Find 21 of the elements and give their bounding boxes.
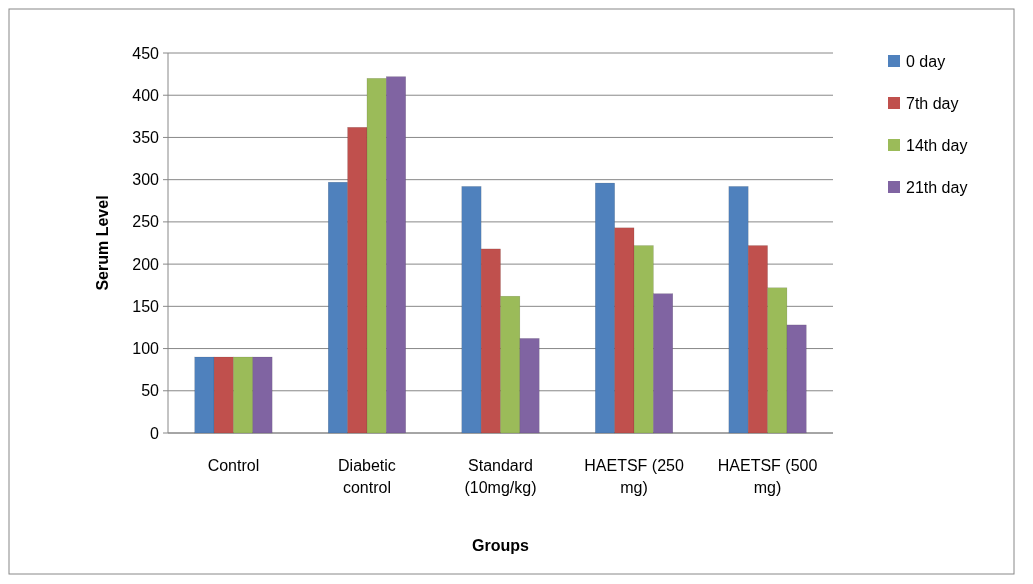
legend-label: 21th day (906, 178, 968, 196)
y-tick-label: 100 (132, 340, 160, 358)
x-tick-label: Standard (10mg/kg) (464, 457, 537, 496)
y-tick-label: 300 (132, 171, 160, 189)
y-tick-label: 450 (132, 44, 160, 62)
x-tick-label: HAETSF (500 mg) (717, 457, 818, 496)
legend-label: 7th day (906, 94, 959, 112)
legend-label: 0 day (906, 52, 946, 70)
y-tick-label: 200 (132, 255, 160, 273)
y-tick-label: 400 (132, 86, 160, 104)
x-axis-title: Groups (472, 537, 530, 554)
y-tick-label: 50 (141, 382, 160, 400)
y-tick-label: 250 (132, 213, 160, 231)
y-tick-label: 150 (132, 297, 160, 315)
y-tick-label: 0 (150, 424, 160, 442)
y-tick-label: 350 (132, 129, 160, 147)
legend-label: 14th day (906, 136, 968, 154)
x-tick-label: HAETSF (250 mg) (584, 457, 684, 496)
x-tick-label: Control (207, 457, 260, 474)
y-axis-title: Serum Level (94, 195, 111, 291)
x-tick-label: Diabetic control (338, 457, 396, 496)
